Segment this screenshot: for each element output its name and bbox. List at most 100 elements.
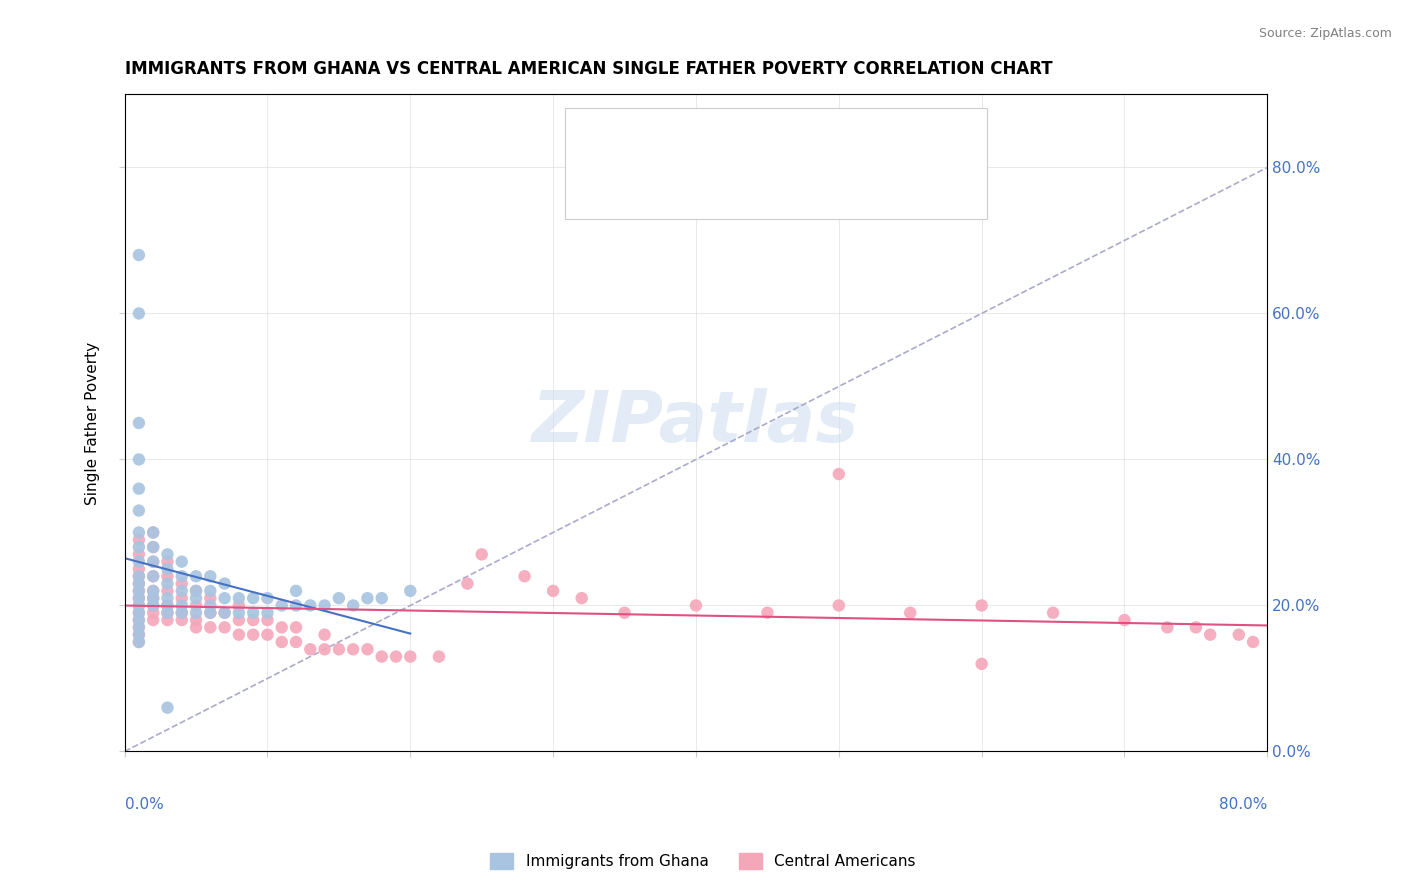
- Point: [128, 583, 150, 598]
- Point: [970, 599, 993, 613]
- Point: [142, 583, 165, 598]
- Point: [128, 306, 150, 320]
- Point: [200, 606, 222, 620]
- Point: [1156, 620, 1178, 634]
- Point: [142, 613, 165, 627]
- Point: [170, 599, 193, 613]
- Point: [285, 583, 308, 598]
- Point: [184, 583, 207, 598]
- Point: [328, 642, 350, 657]
- Point: [128, 576, 150, 591]
- FancyBboxPatch shape: [565, 108, 987, 219]
- Point: [242, 613, 264, 627]
- Text: IMMIGRANTS FROM GHANA VS CENTRAL AMERICAN SINGLE FATHER POVERTY CORRELATION CHAR: IMMIGRANTS FROM GHANA VS CENTRAL AMERICA…: [125, 60, 1052, 78]
- Point: [128, 503, 150, 517]
- Point: [142, 606, 165, 620]
- Point: [156, 599, 179, 613]
- Point: [200, 620, 222, 634]
- Point: [285, 599, 308, 613]
- Point: [228, 591, 250, 606]
- Point: [156, 562, 179, 576]
- Point: [256, 613, 278, 627]
- Point: [200, 606, 222, 620]
- Point: [142, 555, 165, 569]
- Legend: R =  0.227   N = 65, R =  0.004   N = 82: R = 0.227 N = 65, R = 0.004 N = 82: [661, 122, 891, 190]
- Point: [200, 591, 222, 606]
- Point: [142, 569, 165, 583]
- Point: [170, 569, 193, 583]
- Point: [142, 525, 165, 540]
- Point: [541, 583, 564, 598]
- Point: [156, 591, 179, 606]
- Point: [128, 452, 150, 467]
- Point: [828, 467, 851, 481]
- Point: [170, 555, 193, 569]
- Point: [571, 591, 593, 606]
- Point: [128, 628, 150, 642]
- Point: [170, 606, 193, 620]
- Point: [170, 576, 193, 591]
- Point: [356, 591, 378, 606]
- Text: 80.0%: 80.0%: [1219, 797, 1267, 813]
- Point: [184, 599, 207, 613]
- Point: [170, 583, 193, 598]
- Point: [128, 620, 150, 634]
- Point: [128, 635, 150, 649]
- Point: [142, 583, 165, 598]
- Point: [242, 606, 264, 620]
- Point: [228, 599, 250, 613]
- Point: [128, 525, 150, 540]
- Point: [256, 606, 278, 620]
- Point: [214, 606, 236, 620]
- Point: [228, 628, 250, 642]
- Point: [128, 591, 150, 606]
- Point: [142, 591, 165, 606]
- Point: [128, 482, 150, 496]
- Point: [184, 583, 207, 598]
- Point: [314, 599, 336, 613]
- Point: [128, 606, 150, 620]
- Point: [270, 635, 292, 649]
- Point: [200, 599, 222, 613]
- Text: ZIPatlas: ZIPatlas: [533, 388, 859, 458]
- Point: [1227, 628, 1250, 642]
- Point: [184, 569, 207, 583]
- Y-axis label: Single Father Poverty: Single Father Poverty: [86, 342, 100, 505]
- Point: [1042, 606, 1064, 620]
- Point: [1199, 628, 1222, 642]
- Point: [256, 628, 278, 642]
- Point: [184, 620, 207, 634]
- Point: [156, 599, 179, 613]
- Point: [285, 620, 308, 634]
- Point: [128, 248, 150, 262]
- Point: [314, 628, 336, 642]
- Point: [128, 635, 150, 649]
- Point: [299, 599, 322, 613]
- Point: [270, 620, 292, 634]
- Point: [156, 569, 179, 583]
- Point: [613, 606, 636, 620]
- Point: [170, 591, 193, 606]
- Point: [128, 591, 150, 606]
- Point: [156, 700, 179, 714]
- Point: [471, 547, 494, 561]
- Point: [314, 642, 336, 657]
- Point: [128, 569, 150, 583]
- Text: Source: ZipAtlas.com: Source: ZipAtlas.com: [1258, 27, 1392, 40]
- Point: [128, 555, 150, 569]
- Point: [184, 606, 207, 620]
- Point: [1241, 635, 1264, 649]
- Point: [128, 576, 150, 591]
- Point: [456, 576, 478, 591]
- Point: [142, 591, 165, 606]
- Point: [142, 555, 165, 569]
- Point: [342, 642, 364, 657]
- Point: [256, 591, 278, 606]
- Point: [828, 599, 851, 613]
- Point: [427, 649, 450, 664]
- Point: [128, 533, 150, 547]
- Point: [156, 555, 179, 569]
- Point: [128, 562, 150, 576]
- Point: [128, 547, 150, 561]
- Point: [128, 583, 150, 598]
